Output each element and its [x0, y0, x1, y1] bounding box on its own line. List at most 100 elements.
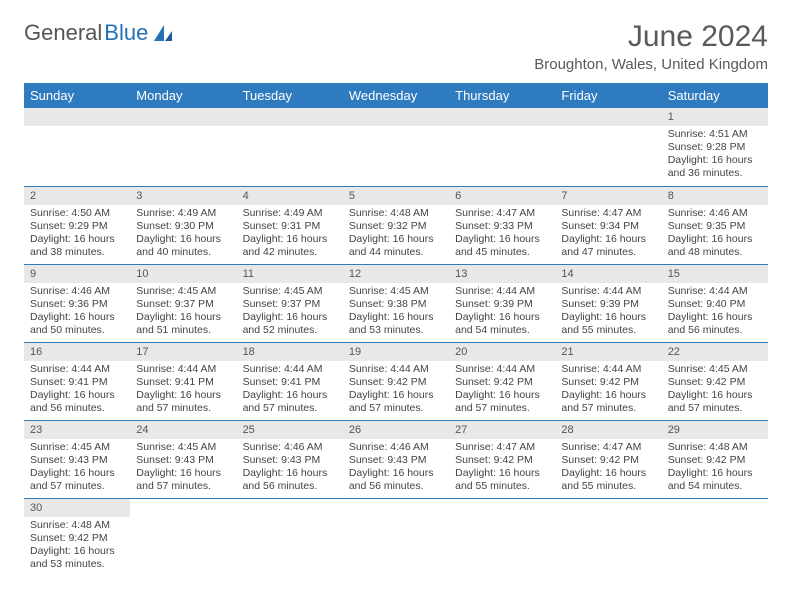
day-number: 4 — [237, 187, 343, 205]
daylight-text: Daylight: 16 hours and 47 minutes. — [561, 233, 655, 259]
day-number-empty — [237, 108, 343, 126]
day-number: 11 — [237, 265, 343, 283]
day-cell: 2Sunrise: 4:50 AMSunset: 9:29 PMDaylight… — [24, 186, 130, 264]
sunrise-text: Sunrise: 4:48 AM — [349, 207, 443, 220]
day-cell: 1Sunrise: 4:51 AMSunset: 9:28 PMDaylight… — [662, 108, 768, 186]
day-content: Sunrise: 4:45 AMSunset: 9:38 PMDaylight:… — [343, 283, 449, 341]
day-content: Sunrise: 4:45 AMSunset: 9:43 PMDaylight:… — [130, 439, 236, 497]
day-number: 13 — [449, 265, 555, 283]
empty-cell — [662, 498, 768, 576]
weekday-header: Monday — [130, 83, 236, 108]
day-number: 7 — [555, 187, 661, 205]
sunrise-text: Sunrise: 4:44 AM — [561, 363, 655, 376]
daylight-text: Daylight: 16 hours and 57 minutes. — [243, 389, 337, 415]
day-content: Sunrise: 4:44 AMSunset: 9:40 PMDaylight:… — [662, 283, 768, 341]
day-number-empty — [24, 108, 130, 126]
empty-cell — [449, 498, 555, 576]
daylight-text: Daylight: 16 hours and 57 minutes. — [668, 389, 762, 415]
logo: GeneralBlue — [24, 20, 174, 46]
day-content: Sunrise: 4:44 AMSunset: 9:39 PMDaylight:… — [449, 283, 555, 341]
day-content: Sunrise: 4:46 AMSunset: 9:43 PMDaylight:… — [237, 439, 343, 497]
sunrise-text: Sunrise: 4:45 AM — [136, 285, 230, 298]
empty-cell — [237, 108, 343, 186]
sunset-text: Sunset: 9:30 PM — [136, 220, 230, 233]
sunrise-text: Sunrise: 4:45 AM — [243, 285, 337, 298]
weekday-header: Friday — [555, 83, 661, 108]
daylight-text: Daylight: 16 hours and 45 minutes. — [455, 233, 549, 259]
day-cell: 28Sunrise: 4:47 AMSunset: 9:42 PMDayligh… — [555, 420, 661, 498]
sunset-text: Sunset: 9:31 PM — [243, 220, 337, 233]
sunrise-text: Sunrise: 4:48 AM — [668, 441, 762, 454]
day-cell: 3Sunrise: 4:49 AMSunset: 9:30 PMDaylight… — [130, 186, 236, 264]
daylight-text: Daylight: 16 hours and 48 minutes. — [668, 233, 762, 259]
sunset-text: Sunset: 9:32 PM — [349, 220, 443, 233]
sunrise-text: Sunrise: 4:47 AM — [455, 441, 549, 454]
daylight-text: Daylight: 16 hours and 36 minutes. — [668, 154, 762, 180]
sunset-text: Sunset: 9:42 PM — [668, 454, 762, 467]
daylight-text: Daylight: 16 hours and 56 minutes. — [243, 467, 337, 493]
day-number: 23 — [24, 421, 130, 439]
day-content: Sunrise: 4:48 AMSunset: 9:42 PMDaylight:… — [662, 439, 768, 497]
day-number: 20 — [449, 343, 555, 361]
month-title: June 2024 — [534, 20, 768, 54]
sunset-text: Sunset: 9:42 PM — [455, 454, 549, 467]
day-number: 10 — [130, 265, 236, 283]
day-cell: 9Sunrise: 4:46 AMSunset: 9:36 PMDaylight… — [24, 264, 130, 342]
sunrise-text: Sunrise: 4:44 AM — [668, 285, 762, 298]
sunset-text: Sunset: 9:34 PM — [561, 220, 655, 233]
day-number: 18 — [237, 343, 343, 361]
day-content: Sunrise: 4:51 AMSunset: 9:28 PMDaylight:… — [662, 126, 768, 184]
daylight-text: Daylight: 16 hours and 50 minutes. — [30, 311, 124, 337]
day-content: Sunrise: 4:50 AMSunset: 9:29 PMDaylight:… — [24, 205, 130, 263]
day-number: 21 — [555, 343, 661, 361]
sunrise-text: Sunrise: 4:47 AM — [561, 207, 655, 220]
sunrise-text: Sunrise: 4:46 AM — [349, 441, 443, 454]
sunset-text: Sunset: 9:42 PM — [668, 376, 762, 389]
sunset-text: Sunset: 9:38 PM — [349, 298, 443, 311]
week-row: 30Sunrise: 4:48 AMSunset: 9:42 PMDayligh… — [24, 498, 768, 576]
sunrise-text: Sunrise: 4:49 AM — [136, 207, 230, 220]
daylight-text: Daylight: 16 hours and 44 minutes. — [349, 233, 443, 259]
sunrise-text: Sunrise: 4:44 AM — [243, 363, 337, 376]
sunrise-text: Sunrise: 4:44 AM — [455, 285, 549, 298]
sunset-text: Sunset: 9:39 PM — [455, 298, 549, 311]
day-number: 3 — [130, 187, 236, 205]
sunset-text: Sunset: 9:43 PM — [243, 454, 337, 467]
day-cell: 27Sunrise: 4:47 AMSunset: 9:42 PMDayligh… — [449, 420, 555, 498]
day-number: 25 — [237, 421, 343, 439]
day-number: 8 — [662, 187, 768, 205]
day-cell: 25Sunrise: 4:46 AMSunset: 9:43 PMDayligh… — [237, 420, 343, 498]
daylight-text: Daylight: 16 hours and 56 minutes. — [668, 311, 762, 337]
sunrise-text: Sunrise: 4:46 AM — [668, 207, 762, 220]
day-content: Sunrise: 4:44 AMSunset: 9:42 PMDaylight:… — [343, 361, 449, 419]
day-cell: 8Sunrise: 4:46 AMSunset: 9:35 PMDaylight… — [662, 186, 768, 264]
sunset-text: Sunset: 9:41 PM — [136, 376, 230, 389]
day-cell: 18Sunrise: 4:44 AMSunset: 9:41 PMDayligh… — [237, 342, 343, 420]
weekday-header: Wednesday — [343, 83, 449, 108]
daylight-text: Daylight: 16 hours and 56 minutes. — [30, 389, 124, 415]
day-number: 14 — [555, 265, 661, 283]
day-content: Sunrise: 4:45 AMSunset: 9:43 PMDaylight:… — [24, 439, 130, 497]
sunset-text: Sunset: 9:29 PM — [30, 220, 124, 233]
empty-cell — [449, 108, 555, 186]
week-row: 2Sunrise: 4:50 AMSunset: 9:29 PMDaylight… — [24, 186, 768, 264]
sunset-text: Sunset: 9:43 PM — [136, 454, 230, 467]
day-cell: 24Sunrise: 4:45 AMSunset: 9:43 PMDayligh… — [130, 420, 236, 498]
week-row: 16Sunrise: 4:44 AMSunset: 9:41 PMDayligh… — [24, 342, 768, 420]
sunrise-text: Sunrise: 4:44 AM — [136, 363, 230, 376]
day-content: Sunrise: 4:45 AMSunset: 9:42 PMDaylight:… — [662, 361, 768, 419]
weekday-header-row: SundayMondayTuesdayWednesdayThursdayFrid… — [24, 83, 768, 108]
empty-cell — [555, 108, 661, 186]
day-content: Sunrise: 4:45 AMSunset: 9:37 PMDaylight:… — [237, 283, 343, 341]
daylight-text: Daylight: 16 hours and 42 minutes. — [243, 233, 337, 259]
daylight-text: Daylight: 16 hours and 53 minutes. — [30, 545, 124, 571]
title-block: June 2024 Broughton, Wales, United Kingd… — [534, 20, 768, 73]
day-content: Sunrise: 4:49 AMSunset: 9:30 PMDaylight:… — [130, 205, 236, 263]
daylight-text: Daylight: 16 hours and 53 minutes. — [349, 311, 443, 337]
day-cell: 16Sunrise: 4:44 AMSunset: 9:41 PMDayligh… — [24, 342, 130, 420]
daylight-text: Daylight: 16 hours and 55 minutes. — [561, 467, 655, 493]
day-number: 30 — [24, 499, 130, 517]
empty-cell — [130, 498, 236, 576]
day-cell: 15Sunrise: 4:44 AMSunset: 9:40 PMDayligh… — [662, 264, 768, 342]
sunrise-text: Sunrise: 4:45 AM — [136, 441, 230, 454]
